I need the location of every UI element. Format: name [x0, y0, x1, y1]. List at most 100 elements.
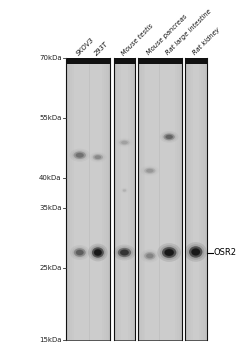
Ellipse shape [94, 249, 102, 256]
Text: Mouse testis: Mouse testis [120, 22, 154, 56]
Text: 25kDa: 25kDa [39, 265, 62, 271]
Bar [104, 58, 106, 340]
Bar [128, 58, 130, 340]
Ellipse shape [76, 249, 84, 256]
Bar [138, 58, 182, 340]
Bar [185, 58, 207, 64]
Ellipse shape [160, 245, 178, 260]
Text: 15kDa: 15kDa [39, 337, 62, 343]
Bar [72, 58, 74, 340]
Ellipse shape [189, 246, 202, 258]
Ellipse shape [122, 189, 127, 192]
Text: 70kDa: 70kDa [39, 55, 62, 61]
Ellipse shape [162, 132, 176, 141]
Ellipse shape [91, 153, 104, 161]
Ellipse shape [93, 154, 103, 160]
Bar [68, 58, 70, 340]
Ellipse shape [164, 133, 175, 140]
Ellipse shape [121, 141, 128, 144]
Bar [108, 58, 110, 340]
Ellipse shape [144, 252, 156, 260]
Ellipse shape [162, 247, 176, 258]
Bar [185, 58, 187, 340]
Bar [102, 58, 104, 340]
Ellipse shape [144, 168, 156, 174]
Text: Rat large intestine: Rat large intestine [165, 8, 213, 56]
Text: 293T: 293T [94, 40, 110, 56]
Bar [177, 58, 179, 340]
Text: Rat kidney: Rat kidney [191, 27, 221, 56]
Ellipse shape [72, 150, 88, 160]
Ellipse shape [140, 249, 159, 262]
Ellipse shape [160, 131, 178, 143]
Bar [131, 58, 133, 340]
Ellipse shape [157, 243, 181, 262]
Bar [142, 58, 144, 340]
Bar [133, 58, 135, 340]
Bar [185, 58, 207, 340]
Ellipse shape [74, 152, 86, 159]
Bar [66, 58, 68, 340]
Ellipse shape [118, 248, 131, 257]
Text: OSR2: OSR2 [214, 248, 237, 257]
Ellipse shape [144, 168, 156, 174]
Bar [181, 58, 182, 340]
Ellipse shape [121, 140, 128, 145]
Ellipse shape [74, 248, 86, 257]
Bar [119, 58, 121, 340]
Bar [66, 58, 110, 340]
Ellipse shape [113, 245, 135, 260]
Ellipse shape [189, 246, 202, 258]
Bar [175, 58, 177, 340]
Ellipse shape [191, 248, 200, 256]
Ellipse shape [94, 249, 102, 256]
Bar [138, 58, 182, 64]
Ellipse shape [165, 249, 174, 256]
Ellipse shape [88, 244, 108, 261]
Bar [199, 58, 201, 340]
Ellipse shape [92, 247, 104, 258]
Ellipse shape [164, 134, 175, 140]
Ellipse shape [146, 168, 154, 173]
Ellipse shape [165, 135, 173, 139]
Bar [113, 58, 135, 64]
Ellipse shape [90, 245, 105, 260]
Ellipse shape [70, 245, 90, 260]
Ellipse shape [94, 155, 102, 159]
Bar [138, 58, 140, 340]
Ellipse shape [142, 251, 157, 261]
Ellipse shape [74, 248, 86, 257]
Text: 40kDa: 40kDa [39, 175, 62, 181]
Ellipse shape [146, 253, 154, 259]
Text: Mouse pancreas: Mouse pancreas [146, 14, 188, 56]
Bar [140, 58, 142, 340]
Bar [205, 58, 207, 340]
Ellipse shape [162, 247, 176, 258]
Ellipse shape [142, 167, 157, 175]
Text: 35kDa: 35kDa [39, 205, 62, 211]
Text: SKOV3: SKOV3 [76, 36, 96, 56]
Ellipse shape [123, 189, 126, 191]
Ellipse shape [146, 169, 154, 173]
Bar [113, 58, 115, 340]
Ellipse shape [116, 246, 133, 259]
Bar [191, 58, 193, 340]
Bar [117, 58, 119, 340]
Ellipse shape [93, 154, 103, 160]
Bar [201, 58, 203, 340]
Ellipse shape [120, 250, 129, 256]
Ellipse shape [191, 248, 200, 256]
Bar [144, 58, 146, 340]
Ellipse shape [75, 152, 84, 158]
Bar [113, 58, 135, 340]
Ellipse shape [144, 252, 156, 260]
Bar [189, 58, 191, 340]
Text: 55kDa: 55kDa [39, 115, 62, 121]
Bar [115, 58, 117, 340]
Ellipse shape [187, 244, 204, 260]
Bar [70, 58, 72, 340]
Bar [179, 58, 181, 340]
Ellipse shape [118, 248, 131, 257]
Ellipse shape [76, 153, 84, 158]
Bar [106, 58, 108, 340]
